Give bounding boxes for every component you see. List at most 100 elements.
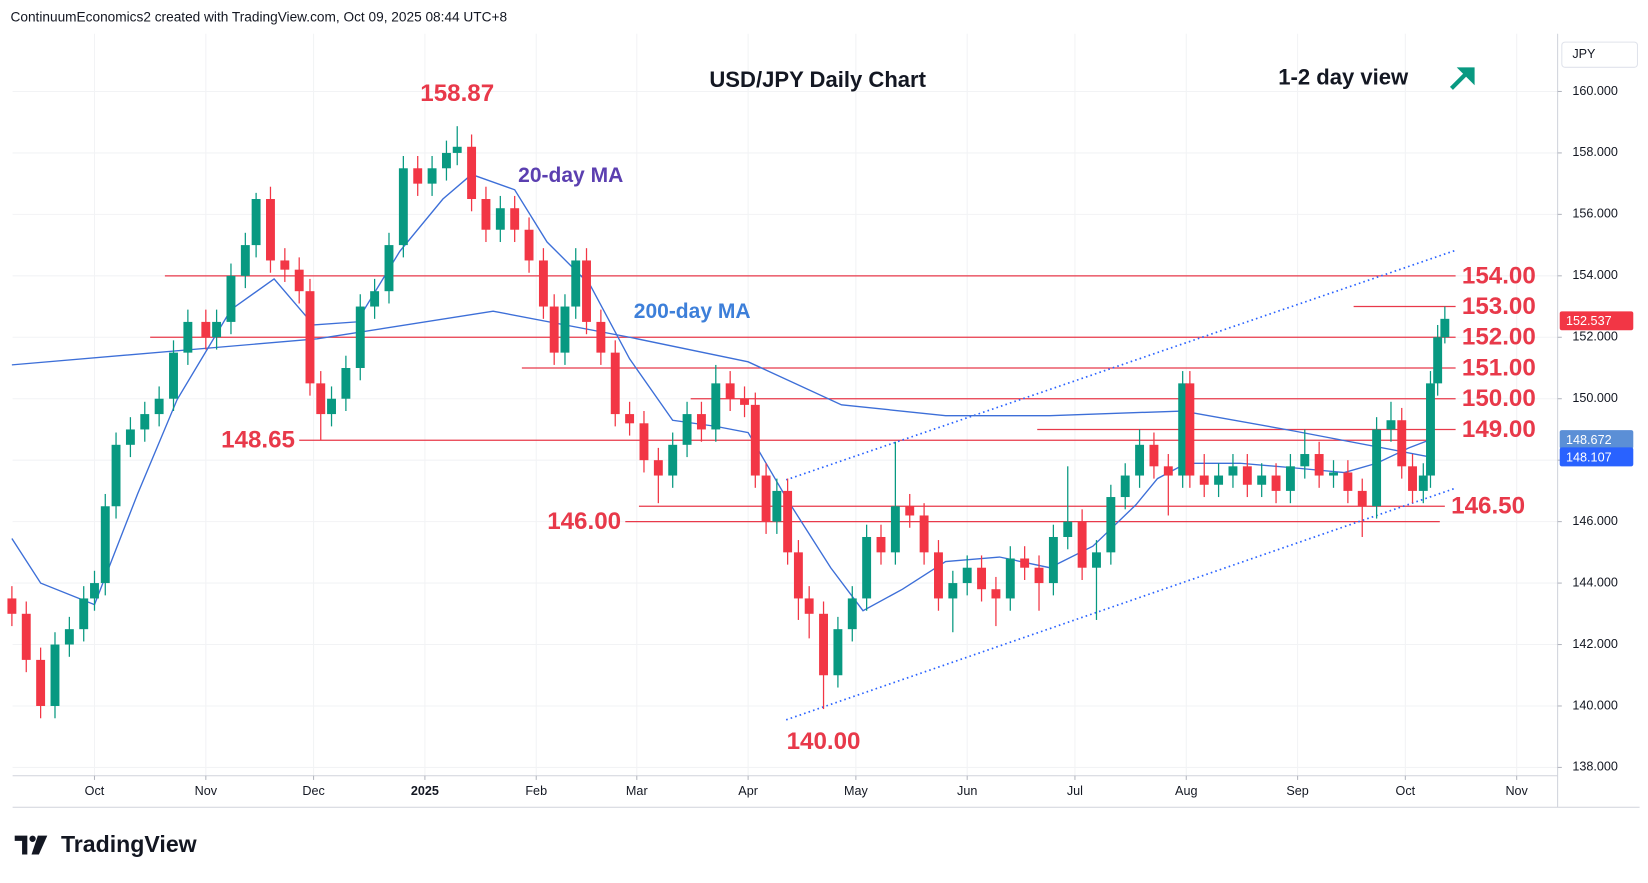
level-label: 150.00: [1462, 385, 1536, 412]
candle-body: [36, 659, 46, 706]
chart-subtitle: 1-2 day view: [1278, 65, 1409, 90]
candle-body: [280, 260, 290, 270]
candle-body: [111, 444, 121, 507]
candle-body: [1077, 521, 1087, 568]
candle-body: [467, 146, 477, 200]
candle-body: [653, 460, 663, 476]
price-tag: [1559, 447, 1634, 467]
candle-body: [140, 414, 150, 430]
candle-body: [384, 245, 394, 292]
candle-body: [610, 352, 620, 415]
candle-body: [876, 536, 886, 553]
candle-body: [524, 229, 534, 261]
candle-body: [452, 146, 462, 153]
candle-body: [154, 398, 164, 415]
candle-body: [1372, 429, 1382, 507]
candle-body: [212, 321, 222, 338]
candle-body: [1228, 466, 1238, 476]
x-tick-label: Dec: [302, 784, 324, 798]
candle-body: [1300, 454, 1310, 467]
candle-body: [725, 383, 735, 399]
candle-body: [1271, 475, 1281, 491]
price-tag-label: 148.107: [1566, 450, 1612, 464]
logo-mark: [14, 835, 28, 855]
candle-body: [991, 589, 1001, 599]
x-tick-label: Nov: [195, 784, 218, 798]
candle-body: [1386, 420, 1396, 430]
candle-body: [560, 306, 570, 353]
candle-body: [370, 291, 380, 307]
candle-body: [1285, 466, 1295, 491]
x-tick-label: Jul: [1067, 784, 1083, 798]
candle-body: [1408, 466, 1417, 491]
candle-body: [266, 199, 275, 261]
candle-body: [549, 306, 559, 353]
candle-body: [596, 321, 606, 353]
candle-body: [1214, 475, 1224, 485]
price-tag: [1559, 311, 1634, 331]
moving-average-line: [11, 310, 1431, 458]
candle-body: [1106, 497, 1116, 553]
x-tick-label: Apr: [738, 784, 758, 798]
candle-body: [668, 444, 678, 476]
levels: 154.00 153.00 152.00 151.00 150.00 149.00 148.…: [150, 249, 1536, 721]
candle-body: [1418, 475, 1428, 491]
candle-body: [948, 583, 958, 599]
candle-body: [79, 598, 89, 630]
candle-body: [355, 306, 365, 368]
candle-body: [962, 567, 972, 584]
moving-averages: [11, 173, 1431, 612]
up-arrow: [1449, 67, 1475, 90]
y-tick-label: 144.000: [1572, 575, 1618, 589]
candle-body: [1005, 558, 1015, 599]
candle-body: [905, 506, 915, 516]
x-tick-label: Aug: [1175, 784, 1197, 798]
level-label: 154.00: [1462, 262, 1536, 289]
candle-body: [1257, 475, 1267, 485]
candle-body: [862, 536, 872, 599]
credit: ContinuumEconomics2 created with Trading…: [11, 10, 508, 25]
y-tick-label: 138.000: [1572, 760, 1618, 774]
unit-box: [1561, 41, 1639, 68]
candle-body: [1357, 490, 1367, 507]
candle-body: [183, 321, 193, 353]
x-tick-label: Jun: [957, 784, 977, 798]
candle-body: [582, 260, 591, 322]
candle-body: [441, 152, 451, 169]
candle-body: [316, 383, 326, 415]
candle-body: [413, 168, 423, 184]
candle-body: [481, 199, 491, 230]
logo-mark: [31, 835, 48, 855]
candle-body: [427, 168, 437, 184]
candle-body: [21, 613, 31, 660]
moving-average-line: [11, 173, 1431, 612]
logo-text: TradingView: [61, 831, 198, 857]
candle-body: [1163, 466, 1173, 476]
level-label: 149.00: [1462, 416, 1536, 443]
candle-body: [398, 168, 408, 246]
candle-body: [750, 404, 760, 476]
candle-body: [1092, 552, 1101, 568]
candle-body: [64, 629, 74, 645]
candle-body: [538, 260, 548, 307]
chart-title: USD/JPY Daily Chart: [709, 67, 926, 92]
unit-label: JPY: [1572, 47, 1596, 61]
candles: [7, 126, 1450, 719]
price-tag: [1559, 430, 1634, 449]
candle-body: [1063, 521, 1073, 537]
level-label: 153.00: [1462, 293, 1536, 320]
candle-body: [571, 260, 581, 307]
candle-body: [1149, 444, 1159, 467]
y-tick-label: 150.000: [1572, 391, 1618, 405]
candle-body: [819, 613, 828, 676]
candle-body: [793, 552, 803, 599]
candle-body: [1020, 558, 1030, 568]
candle-body: [1178, 383, 1188, 476]
x-tick-label: Oct: [1396, 784, 1416, 798]
x-tick-label: Sep: [1286, 784, 1308, 798]
candle-body: [327, 398, 336, 415]
overlay: 20-day MA 200-day MA 158.87 140.00: [420, 80, 860, 755]
x-tick-label: Oct: [85, 784, 105, 798]
candle-body: [711, 383, 721, 430]
